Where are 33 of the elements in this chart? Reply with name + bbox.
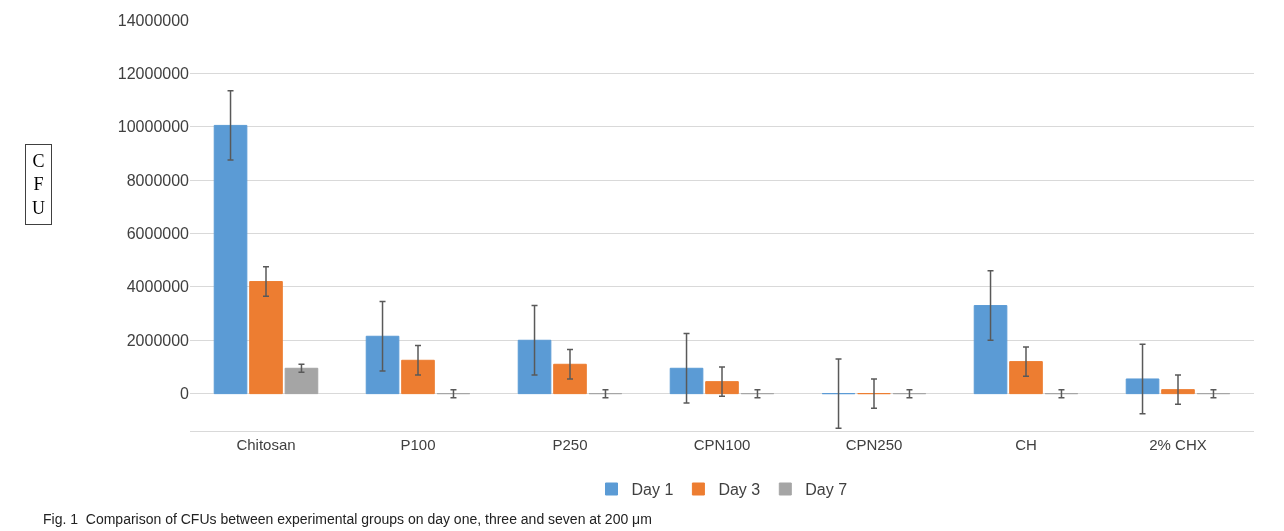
y-tick-label: 8000000 — [126, 171, 190, 189]
x-tick-label: 2% CHX — [1149, 436, 1207, 453]
y-tick-label: 2000000 — [126, 331, 190, 349]
bar — [401, 359, 435, 395]
bar — [1125, 378, 1160, 395]
bar — [1161, 389, 1195, 395]
x-tick-label: Chitosan — [236, 436, 296, 453]
y-tick-label: 14000000 — [117, 11, 190, 29]
y-tick-label: 4000000 — [126, 278, 190, 296]
legend-label: Day 3 — [718, 481, 761, 499]
y-tick-label: 0 — [180, 385, 190, 403]
y-tick-label: 12000000 — [117, 64, 190, 82]
x-tick-label: CPN100 — [693, 436, 751, 453]
legend-label: Day 1 — [631, 481, 674, 499]
caption: Fig. 1 Comparison of CFUs between experimental groups on day one, three and seven at 200 μm — [43, 511, 652, 527]
y-tick-label: 6000000 — [126, 225, 190, 243]
x-tick-label: CPN250 — [845, 436, 903, 453]
bar — [973, 305, 1008, 395]
legend-label: Day 7 — [805, 481, 848, 499]
bar — [669, 367, 704, 395]
bar — [705, 381, 739, 395]
x-tick-label: CH — [1015, 436, 1037, 453]
bar — [1009, 361, 1043, 395]
bar — [365, 335, 400, 395]
bar — [249, 281, 283, 395]
bar — [517, 339, 552, 395]
bar — [284, 367, 319, 395]
y-tick-label: 10000000 — [117, 118, 190, 136]
x-tick-label: P250 — [552, 436, 588, 453]
bar — [553, 363, 587, 395]
bar — [213, 124, 248, 395]
x-tick-label: P100 — [400, 436, 436, 453]
y-axis-title: CFU — [32, 151, 45, 218]
